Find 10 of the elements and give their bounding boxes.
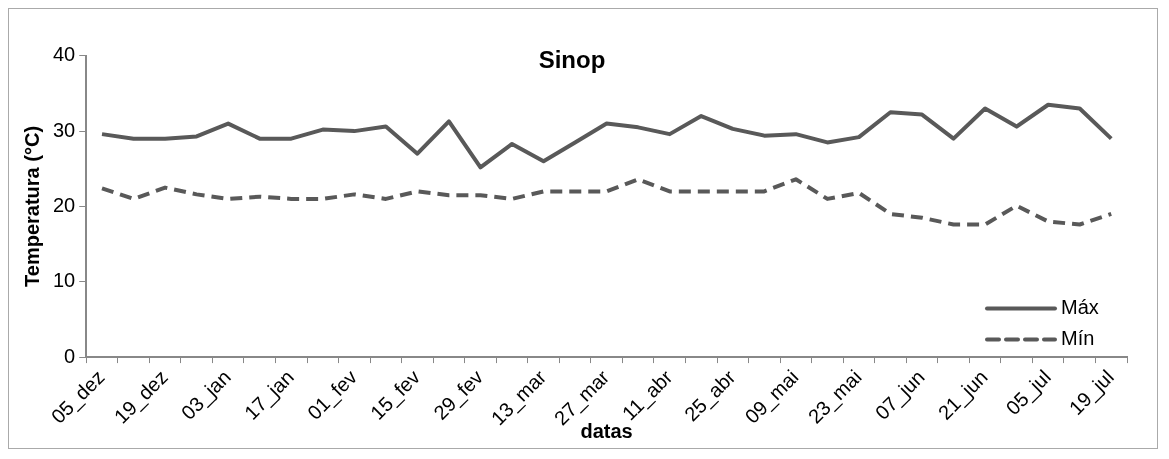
y-tick-label: 30 xyxy=(53,118,76,141)
chart-title: Sinop xyxy=(538,46,606,74)
legend-label: Mín xyxy=(1061,327,1095,350)
y-axis-title: Temperatura (°C) xyxy=(20,125,43,287)
y-tick-label: 20 xyxy=(53,193,76,216)
y-tick-label: 10 xyxy=(53,269,76,292)
line-series xyxy=(100,177,1114,227)
y-tick-label: 0 xyxy=(64,344,76,367)
legend-label: Máx xyxy=(1061,296,1099,319)
y-tick-label: 40 xyxy=(53,43,76,66)
